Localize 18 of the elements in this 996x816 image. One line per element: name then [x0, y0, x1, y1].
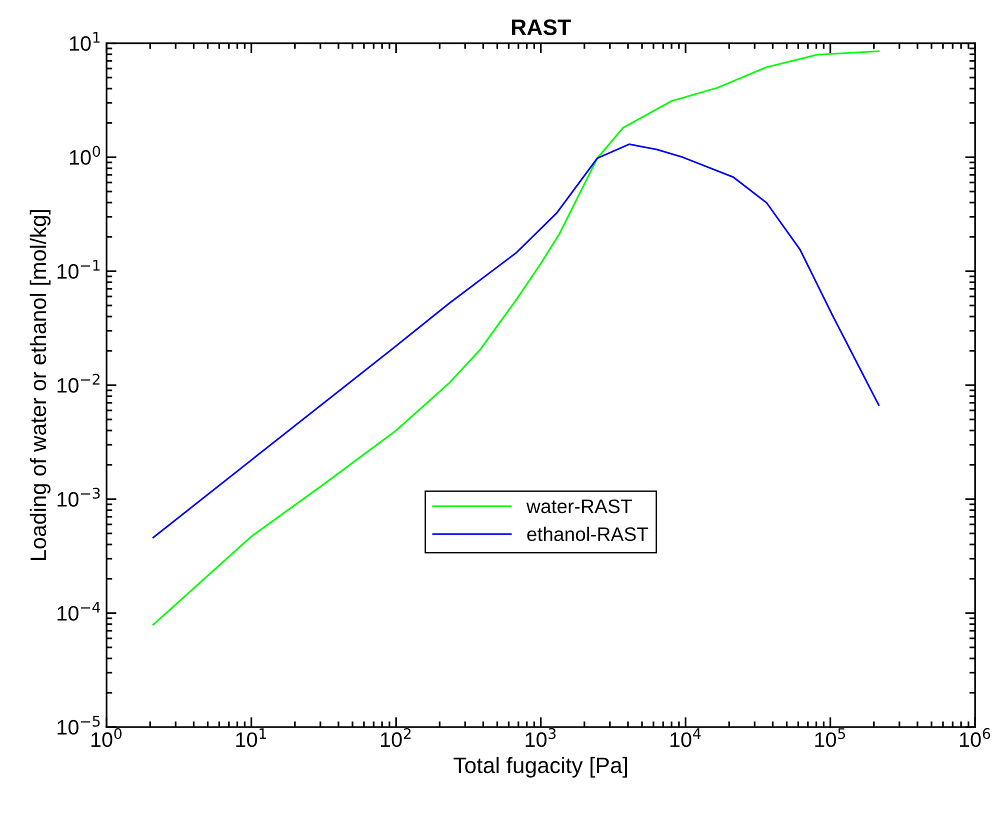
y-tick-label: 10$^{−1}$	[58, 260, 100, 279]
y-tick-label: 10$^{0}$	[70, 146, 100, 165]
legend-label: ethanol-RAST	[527, 526, 648, 542]
x-tick-label: 10$^{5}$	[815, 728, 846, 748]
x-tick-label: 10$^{3}$	[526, 728, 556, 748]
y-tick-label: 10$^{−2}$	[58, 374, 100, 393]
y-tick-label: 10$^{−4}$	[58, 602, 100, 621]
x-tick-label: 10$^{6}$	[960, 728, 990, 748]
x-tick-label: 10$^{1}$	[236, 728, 266, 748]
x-tick-label: 10$^{2}$	[381, 728, 411, 748]
legend-label: water-RAST	[526, 499, 632, 514]
x-tick-label: 10$^{0}$	[91, 728, 122, 748]
y-tick-label: 10$^{−3}$	[58, 488, 100, 507]
x-tick-label: 10$^{4}$	[670, 728, 701, 748]
y-tick-label: 10$^{1}$	[70, 32, 100, 51]
chart-title: RAST	[512, 19, 571, 36]
y-axis-title: Loading of water or ethanol [mol/kg]	[30, 210, 51, 560]
x-axis-title: Total fugacity [Pa]	[454, 756, 627, 778]
